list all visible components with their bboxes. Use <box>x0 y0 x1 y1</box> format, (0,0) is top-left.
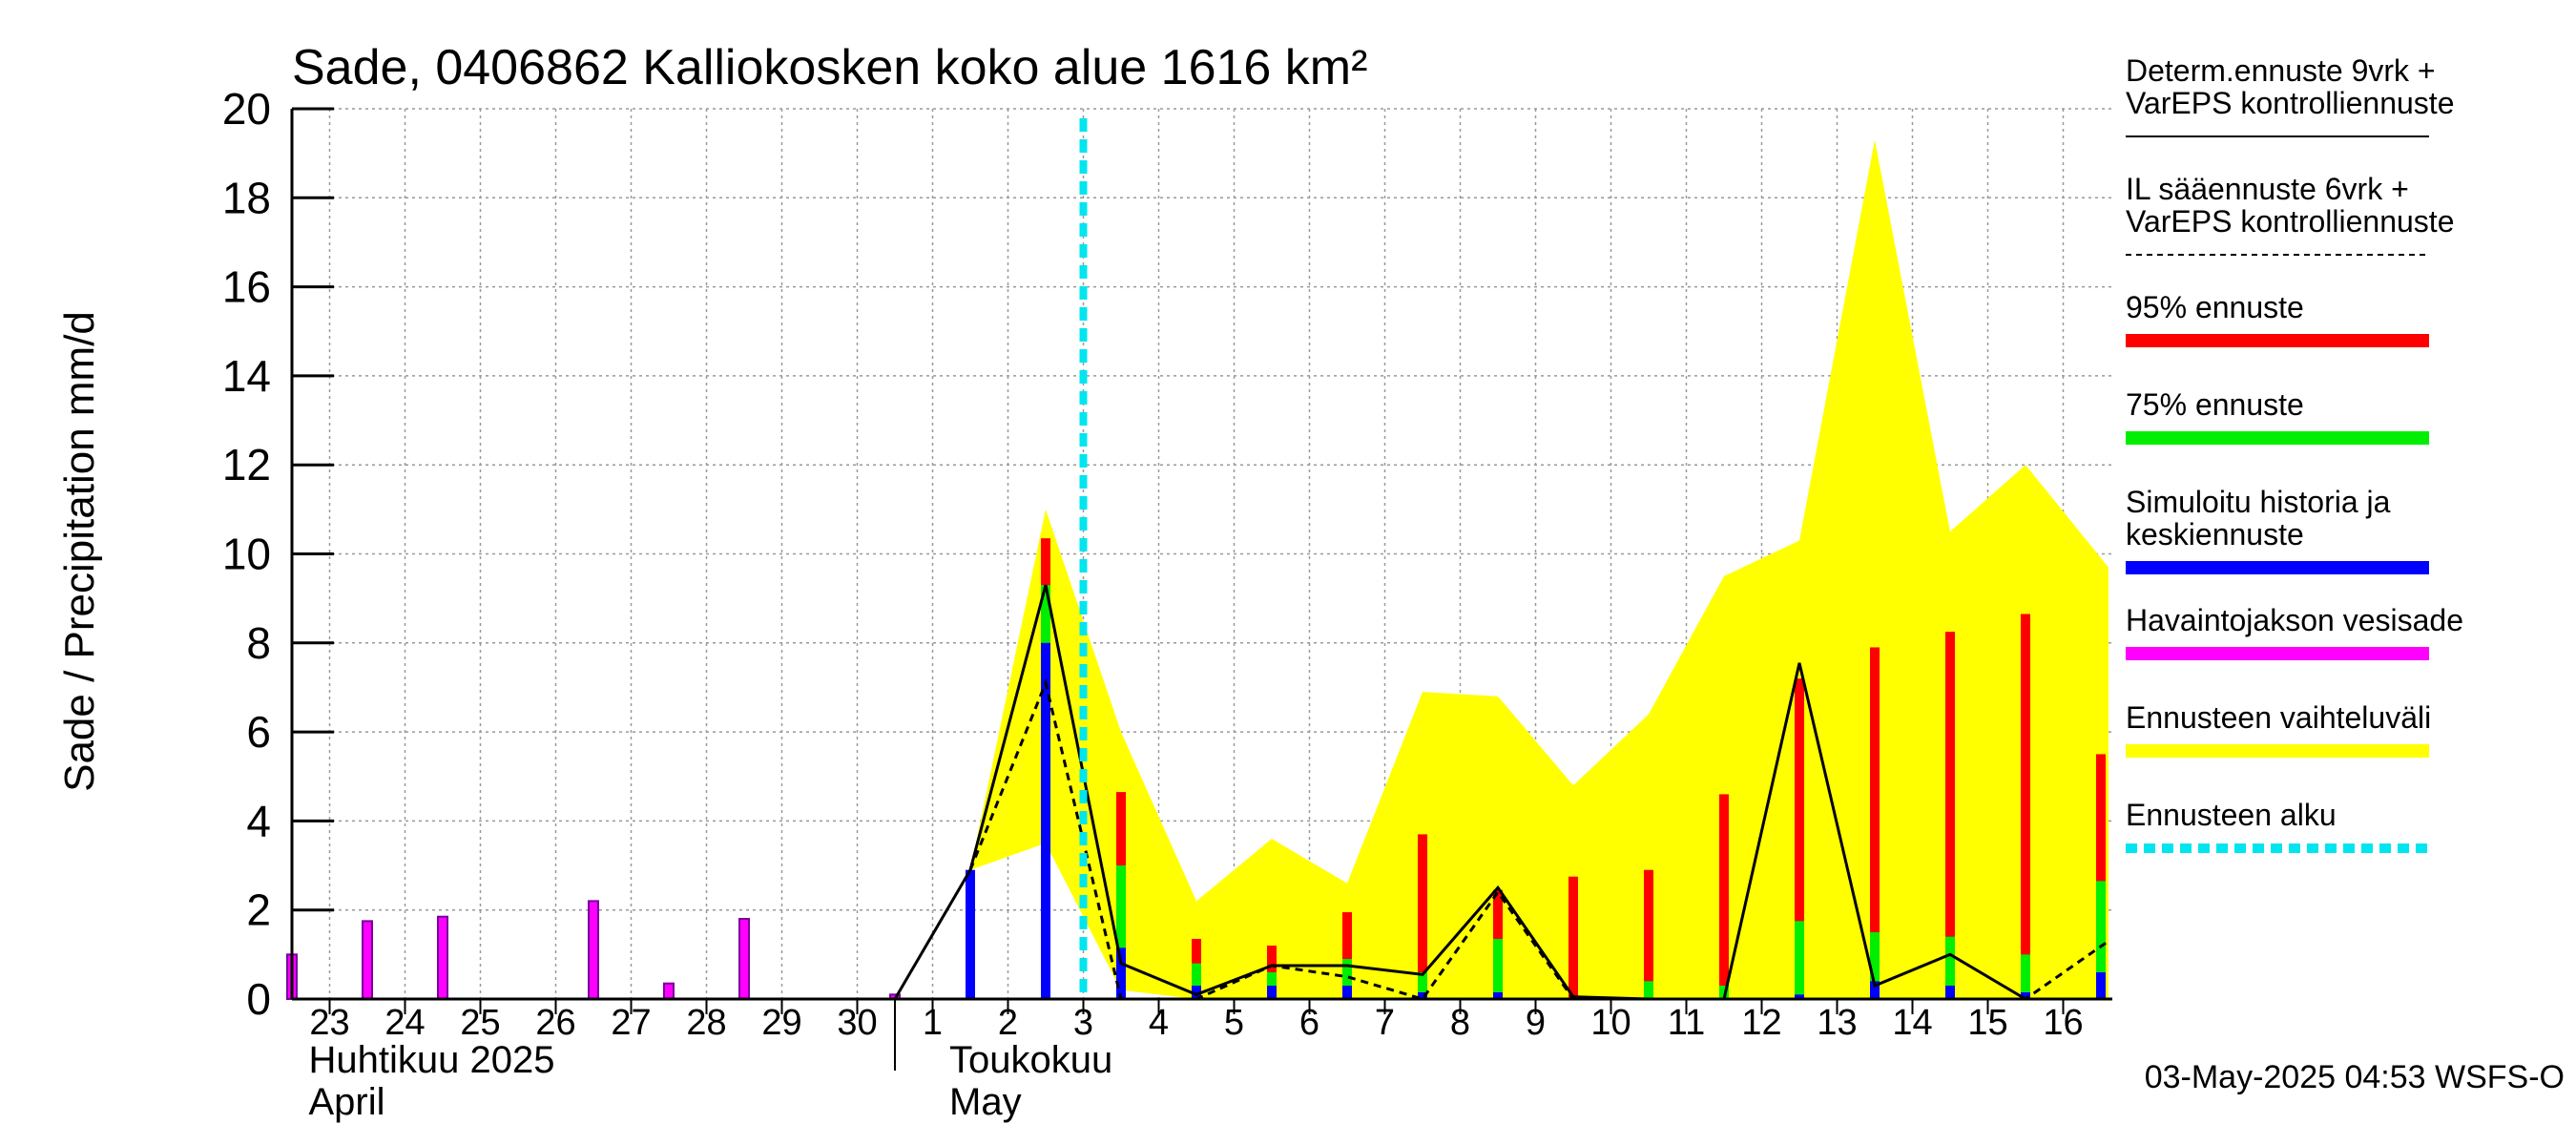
x-tick-label: 14 <box>1892 1003 1932 1043</box>
legend-label: Ennusteen alku <box>2126 798 2337 832</box>
p95-forecast-bar <box>1342 912 1352 999</box>
legend-label: Simuloitu historia ja <box>2126 485 2391 519</box>
month-label: April <box>309 1081 385 1123</box>
legend-label: 75% ennuste <box>2126 387 2304 422</box>
y-tick-label: 16 <box>222 262 271 312</box>
mean-forecast-bar <box>1418 992 1427 999</box>
mean-forecast-bar <box>1795 994 1804 999</box>
p75-forecast-bar <box>1418 972 1427 999</box>
timestamp-footer: 03-May-2025 04:53 WSFS-O <box>2145 1059 2565 1095</box>
y-tick-label: 6 <box>246 707 271 757</box>
legend-label: Havaintojakson vesisade <box>2126 603 2463 637</box>
x-tick-label: 2 <box>998 1003 1018 1043</box>
p75-forecast-bar <box>2021 954 2030 999</box>
mean-forecast-bar <box>1945 986 1955 999</box>
mean-forecast-bar <box>966 869 975 999</box>
p95-forecast-bar <box>1945 632 1955 999</box>
month-label: May <box>949 1081 1022 1123</box>
legend-label: Ennusteen vaihteluväli <box>2126 700 2431 735</box>
x-tick-label: 28 <box>686 1003 726 1043</box>
mean-forecast-bar <box>2096 972 2106 999</box>
observed-precip-bar <box>738 918 750 1001</box>
x-tick-label: 25 <box>460 1003 500 1043</box>
p95-forecast-bar <box>1568 876 1578 999</box>
x-tick-label: 30 <box>837 1003 877 1043</box>
x-tick-label: 5 <box>1224 1003 1244 1043</box>
p75-forecast-bar <box>1342 959 1352 999</box>
mean-forecast-bar <box>1493 992 1503 999</box>
x-tick-label: 27 <box>611 1003 651 1043</box>
x-tick-label: 11 <box>1668 1003 1705 1043</box>
x-tick-label: 12 <box>1741 1003 1781 1043</box>
observed-precip-bar <box>362 920 373 1000</box>
x-tick-label: 9 <box>1526 1003 1546 1043</box>
y-tick-label: 12 <box>222 440 271 489</box>
y-tick-label: 0 <box>246 974 271 1024</box>
x-tick-label: 13 <box>1817 1003 1857 1043</box>
x-tick-label: 23 <box>309 1003 349 1043</box>
p95-forecast-bar <box>1644 869 1653 999</box>
legend-label: VarEPS kontrolliennuste <box>2126 86 2454 120</box>
p75-forecast-bar <box>1493 939 1503 999</box>
deterministic-forecast-line <box>893 584 2109 1001</box>
y-tick-label: 4 <box>246 796 271 845</box>
month-label: Huhtikuu 2025 <box>309 1039 555 1081</box>
observed-precip-bar <box>663 982 675 1000</box>
p95-forecast-bar <box>1719 794 1729 999</box>
p75-forecast-bar <box>1945 936 1955 999</box>
p95-forecast-bar <box>1870 647 1880 999</box>
y-tick-label: 14 <box>222 351 271 401</box>
x-tick-label: 4 <box>1149 1003 1169 1043</box>
legend-label: VarEPS kontrolliennuste <box>2126 204 2454 239</box>
p95-forecast-bar <box>1418 834 1427 999</box>
p75-forecast-bar <box>1795 921 1804 999</box>
y-tick-label: 2 <box>246 885 271 935</box>
observed-precip-bar <box>588 900 599 1000</box>
p75-forecast-bar <box>1719 986 1729 999</box>
mean-forecast-bar <box>1192 986 1201 999</box>
p95-forecast-bar <box>2096 754 2106 999</box>
x-tick-label: 29 <box>761 1003 801 1043</box>
x-tick-label: 15 <box>1967 1003 2007 1043</box>
observed-precip-bar <box>437 915 448 1001</box>
p75-forecast-bar <box>1870 932 1880 999</box>
mean-forecast-bar <box>1267 986 1277 999</box>
x-tick-label: 1 <box>923 1003 943 1043</box>
y-tick-label: 10 <box>222 530 271 579</box>
p75-forecast-bar <box>1116 865 1126 999</box>
p95-forecast-bar <box>2021 614 2030 999</box>
p95-forecast-bar <box>1795 678 1804 999</box>
legend-label: keskiennuste <box>2126 517 2304 552</box>
x-tick-label: 7 <box>1375 1003 1395 1043</box>
y-tick-label: 20 <box>222 84 271 134</box>
chart-title: Sade, 0406862 Kalliokosken koko alue 161… <box>292 40 1367 95</box>
x-tick-label: 26 <box>535 1003 575 1043</box>
x-tick-label: 24 <box>384 1003 425 1043</box>
mean-forecast-bar <box>1342 986 1352 999</box>
x-tick-label: 16 <box>2043 1003 2083 1043</box>
mean-forecast-bar <box>2021 992 2030 999</box>
y-tick-label: 18 <box>222 173 271 222</box>
mean-forecast-bar <box>1041 642 1050 999</box>
x-tick-label: 10 <box>1590 1003 1631 1043</box>
y-tick-label: 8 <box>246 618 271 668</box>
p75-forecast-bar <box>2096 881 2106 999</box>
legend-label: 95% ennuste <box>2126 290 2304 324</box>
mean-forecast-bar <box>1116 947 1126 999</box>
p75-forecast-bar <box>1192 963 1201 999</box>
mean-forecast-bar <box>1870 981 1880 999</box>
month-label: Toukokuu <box>949 1039 1112 1081</box>
legend-label: IL sääennuste 6vrk + <box>2126 172 2409 206</box>
x-tick-label: 6 <box>1299 1003 1319 1043</box>
p75-forecast-bar <box>1644 981 1653 999</box>
y-axis-label: Sade / Precipitation mm/d <box>56 311 103 792</box>
x-tick-label: 8 <box>1450 1003 1470 1043</box>
x-tick-label: 3 <box>1073 1003 1093 1043</box>
legend-label: Determ.ennuste 9vrk + <box>2126 53 2436 88</box>
forecast-range-band <box>970 139 2109 999</box>
legend: Determ.ennuste 9vrk +VarEPS kontrollienn… <box>2126 53 2463 853</box>
